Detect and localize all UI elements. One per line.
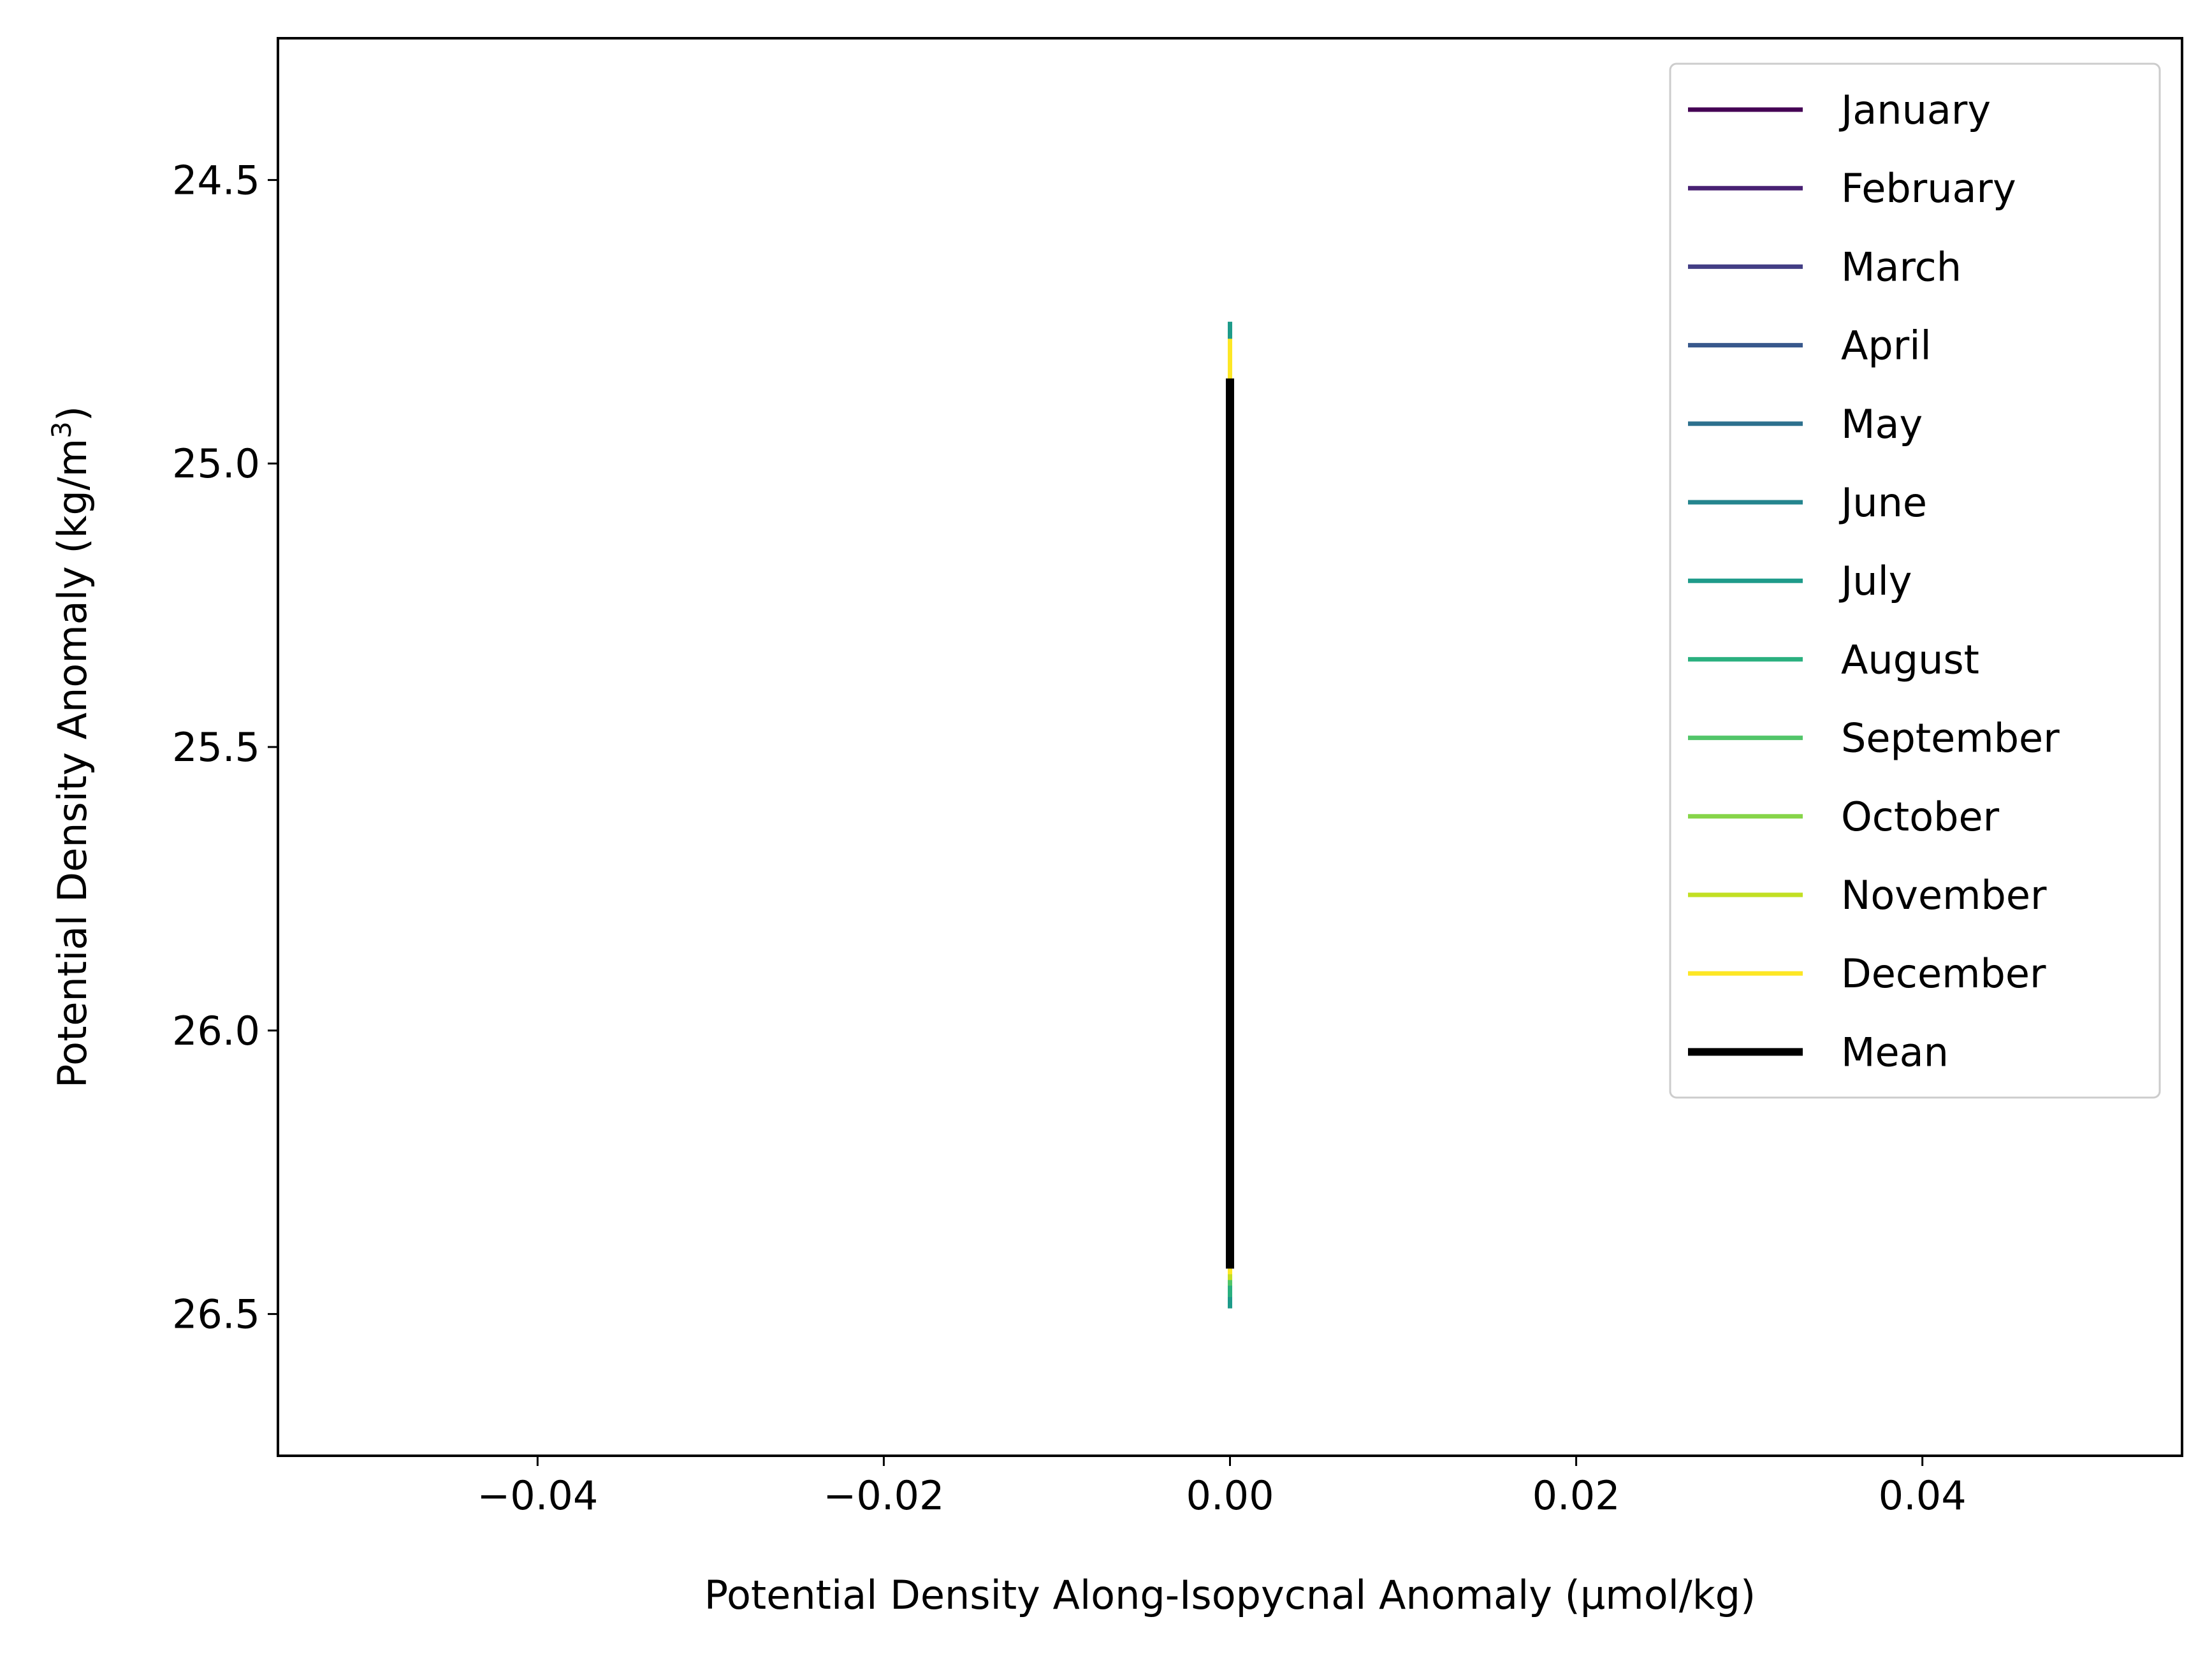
legend-label-august: August bbox=[1841, 636, 1979, 683]
x-tick-label: −0.02 bbox=[823, 1472, 944, 1519]
y-tick-label: 25.5 bbox=[172, 724, 260, 771]
y-axis-ticks: 24.5 25.0 25.5 26.0 26.5 bbox=[172, 157, 278, 1338]
x-axis-ticks: −0.04 −0.02 0.00 0.02 0.04 bbox=[477, 1456, 1967, 1519]
legend-label-october: October bbox=[1841, 794, 2000, 840]
x-tick-label: 0.02 bbox=[1532, 1472, 1620, 1519]
legend-label-september: September bbox=[1841, 715, 2060, 762]
legend-label-january: January bbox=[1838, 87, 1991, 133]
y-axis-label-main: Potential Density Anomaly (kg/m bbox=[49, 439, 96, 1088]
y-axis-label-close: ) bbox=[49, 406, 96, 421]
legend-label-december: December bbox=[1841, 950, 2046, 997]
y-axis-label-superscript: 3 bbox=[46, 421, 77, 439]
legend-label-april: April bbox=[1841, 323, 1932, 369]
y-tick-label: 25.0 bbox=[172, 440, 260, 487]
y-axis-label: Potential Density Anomaly (kg/m3) bbox=[46, 406, 96, 1088]
legend-box bbox=[1669, 62, 2161, 1099]
y-tick-label: 24.5 bbox=[172, 157, 260, 203]
legend-label-july: July bbox=[1838, 558, 1912, 604]
legend-label-february: February bbox=[1841, 165, 2016, 212]
x-tick-label: −0.04 bbox=[477, 1472, 598, 1519]
legend-label-mean: Mean bbox=[1841, 1029, 1949, 1075]
legend-label-march: March bbox=[1841, 243, 1961, 290]
legend-label-may: May bbox=[1841, 401, 1923, 447]
y-tick-label: 26.0 bbox=[172, 1008, 260, 1054]
x-tick-label: 0.00 bbox=[1186, 1472, 1274, 1519]
legend-label-june: June bbox=[1838, 479, 1927, 526]
legend-label-november: November bbox=[1841, 872, 2047, 918]
y-tick-label: 26.5 bbox=[172, 1291, 260, 1338]
x-tick-label: 0.04 bbox=[1879, 1472, 1967, 1519]
legend: January February March April May June July Augu… bbox=[1669, 62, 2161, 1099]
legend-items: January February March April May June July Augu… bbox=[1688, 87, 2060, 1075]
x-axis-label: Potential Density Along-Isopycnal Anomal… bbox=[704, 1572, 1756, 1618]
